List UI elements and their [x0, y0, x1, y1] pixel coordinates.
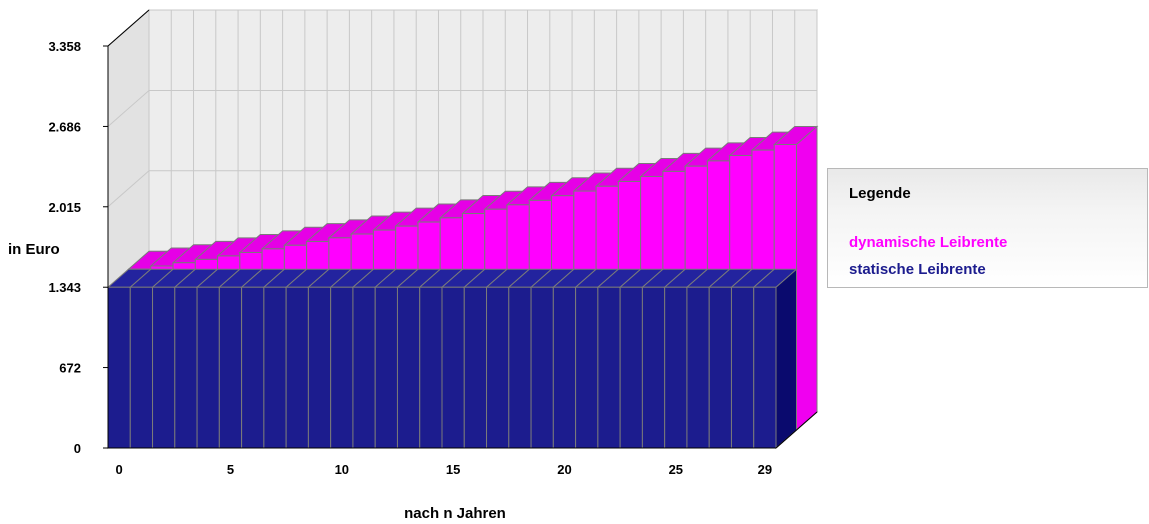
- bar-static-18-front: [508, 286, 532, 449]
- bar-static-19-front: [530, 286, 554, 449]
- bar-static-1-front: [129, 286, 154, 449]
- bar-static-29-front: [753, 286, 777, 449]
- y-tick-label: 0: [74, 441, 81, 456]
- bar-static-12-front: [374, 286, 398, 449]
- x-axis-title: nach n Jahren: [404, 505, 506, 522]
- x-tick-label: 0: [116, 462, 123, 477]
- bar-static-10: [329, 268, 375, 449]
- legend-entry-dynamische-leibrente: dynamische Leibrente: [849, 234, 1008, 251]
- bar-static-4: [195, 268, 242, 449]
- x-tick-label: 29: [758, 462, 772, 477]
- legend-entry-statische-leibrente: statische Leibrente: [849, 261, 986, 278]
- bar-dynamic-29-side: [796, 125, 818, 432]
- axes: [103, 9, 818, 449]
- bar-static-29-side: [775, 268, 797, 450]
- bar-static-20-front: [552, 286, 577, 449]
- bar-static-2-front: [152, 286, 176, 449]
- bar-static-0-front: [107, 286, 131, 449]
- y-axis-title: in Euro: [8, 241, 60, 258]
- bar-static-6: [240, 268, 286, 449]
- bar-static-9-front: [307, 286, 332, 449]
- bar-static-29: [752, 268, 798, 450]
- bar-static-26: [685, 268, 732, 449]
- bar-static-23: [618, 268, 665, 449]
- bar-static-14: [418, 268, 464, 449]
- bar-static-5-front: [218, 286, 243, 449]
- legend-title: Legende: [849, 185, 911, 202]
- bar-static-14-front: [419, 286, 443, 449]
- bar-static-21: [574, 268, 620, 449]
- bar-static-26-front: [686, 286, 710, 449]
- x-tick-label: 15: [446, 462, 460, 477]
- x-tick-label: 25: [669, 462, 683, 477]
- bar-static-21-front: [575, 286, 599, 449]
- floor-edge-line: [775, 411, 818, 449]
- y-tick-label: 672: [59, 361, 81, 376]
- bar-static-17-front: [486, 286, 510, 449]
- bar-static-25-front: [664, 286, 688, 449]
- bar-static-10-front: [330, 286, 354, 449]
- y-tick-label: 1.343: [48, 280, 81, 295]
- bar-static-12: [373, 268, 420, 449]
- x-tick-label: 5: [227, 462, 234, 477]
- y-tick-label: 3.358: [48, 39, 81, 54]
- bar-static-27-front: [708, 286, 732, 449]
- bar-static-11-front: [352, 286, 376, 449]
- bar-static-3-front: [174, 286, 198, 449]
- tick-labels: 0 672 1.343 2.015 2.686 3.358 0 5 10 15 20 25 29: [48, 39, 772, 477]
- bar-static-7-front: [263, 286, 287, 449]
- bar-static-15: [440, 268, 487, 449]
- y-tick-label: 2.686: [48, 119, 81, 134]
- bar-static-15-front: [441, 286, 465, 449]
- bar-static-13-front: [396, 286, 421, 449]
- y-tick-label: 2.015: [48, 200, 81, 215]
- bar-static-28-front: [730, 286, 755, 449]
- bar-static-23-front: [619, 286, 643, 449]
- bar-static-24-front: [641, 286, 666, 449]
- bars: [106, 125, 819, 450]
- top-edge-line: [107, 9, 150, 47]
- bar-static-20: [552, 268, 598, 449]
- bar-static-8-front: [285, 286, 309, 449]
- bar-static-4-front: [196, 286, 220, 449]
- bar-static-22-front: [597, 286, 621, 449]
- x-tick-label: 10: [335, 462, 349, 477]
- bar-static-6-front: [241, 286, 265, 449]
- bar-static-16-front: [463, 286, 488, 449]
- legend: Legende dynamische Leibrente statische L…: [827, 168, 1148, 288]
- x-tick-label: 20: [557, 462, 571, 477]
